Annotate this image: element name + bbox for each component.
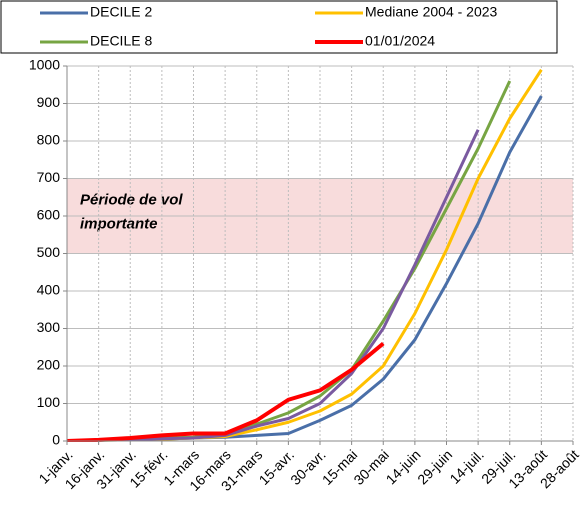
legend-box (0, 0, 558, 54)
x-tick-label: 14-juil. (446, 446, 486, 486)
lines-layer (67, 68, 543, 442)
annotation: Période de vol importante (80, 191, 183, 232)
y-tick-label: 700 (37, 169, 61, 185)
x-tick-label: 29-juin (414, 446, 455, 487)
y-tick-label: 900 (37, 94, 61, 110)
legend-label: DECILE 2 (90, 4, 152, 20)
y-tick-label: 1000 (29, 57, 60, 73)
y-tick-label: 800 (37, 132, 61, 148)
series-line (67, 341, 385, 442)
legend-label: Mediane 2004 - 2023 (365, 4, 498, 20)
x-tick-label: 14-juin (383, 446, 424, 487)
y-tick-label: 400 (37, 282, 61, 298)
legend: DECILE 2 Mediane 2004 - 2023 DECILE 8 01/01… (0, 0, 558, 54)
grid-layer (66, 65, 574, 442)
legend-label: DECILE 8 (90, 33, 152, 49)
series-line (67, 68, 543, 442)
y-tick-label: 300 (37, 319, 61, 335)
y-tick-label: 0 (52, 432, 60, 448)
y-tick-label: 600 (37, 207, 61, 223)
y-tick-label: 500 (37, 244, 61, 260)
x-tick-label: 30-mai (350, 446, 392, 488)
series-line (67, 129, 480, 442)
y-tick-label: 100 (37, 394, 61, 410)
y-tick-label: 200 (37, 357, 61, 373)
legend-label: 01/01/2024 (365, 33, 435, 49)
